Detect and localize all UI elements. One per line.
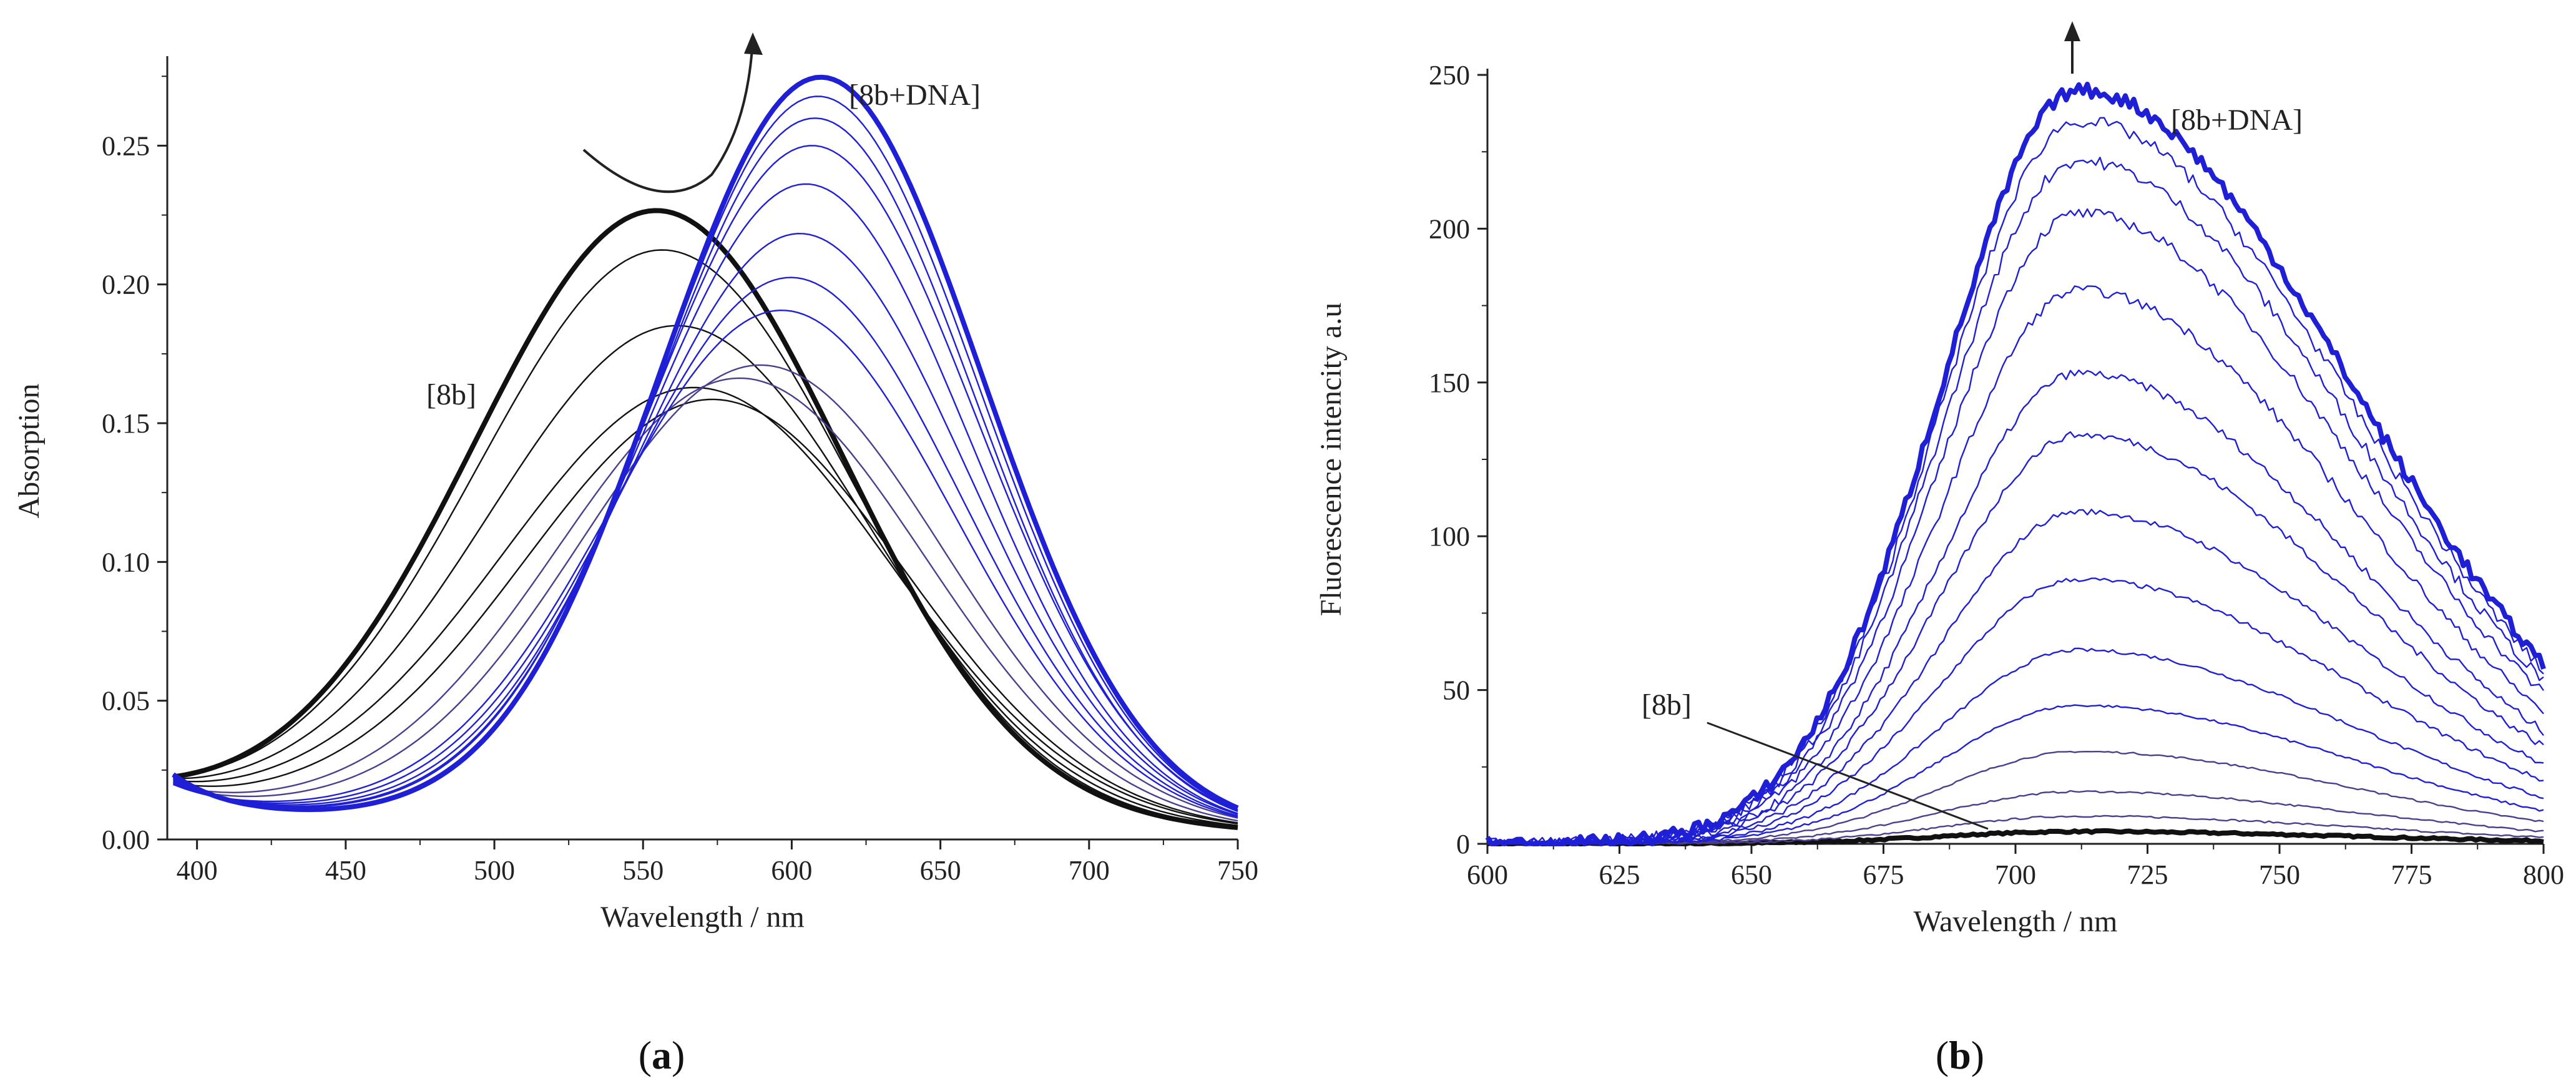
panel-a-series-titration-8 <box>173 276 1238 817</box>
panel-b-caption: (b) <box>1936 1033 1984 1077</box>
panel-a-series-titration-9 <box>172 233 1238 815</box>
panel-a-y-axis-label: Absorption <box>12 384 46 519</box>
panel-b-x-tick-label: 800 <box>2523 859 2564 890</box>
panel-b-y-tick-label: 50 <box>1442 675 1470 706</box>
panel-b-arrow-head <box>2064 21 2080 41</box>
panel-a-series-titration-3 <box>173 386 1238 824</box>
panel-a-curves <box>172 74 1239 830</box>
panel-a-y-tick-label: 0.10 <box>102 547 150 577</box>
panel-b-y-axis-label: Fluorescence intencity a.u <box>1315 303 1348 616</box>
panel-a-series-titration-7 <box>173 310 1238 818</box>
panel-b-series-titration-5 <box>1487 647 2544 845</box>
panel-a-x-tick-label: 400 <box>177 855 218 886</box>
panel-a-series-end <box>172 74 1239 813</box>
panel-b-y-tick-label: 200 <box>1429 213 1470 244</box>
panel-a-y-tick-label: 0.05 <box>102 686 150 717</box>
panel-b-series-titration-11 <box>1487 208 2544 845</box>
panel-b-y-tick-label: 250 <box>1429 60 1470 90</box>
panel-a-x-axis-label: Wavelength / nm <box>600 901 805 934</box>
panel-a-caption: (a) <box>639 1033 685 1077</box>
panel-b-x-axis-label: Wavelength / nm <box>1914 905 2118 938</box>
panel-b-y-tick-label: 150 <box>1429 368 1470 398</box>
panel-b-x-tick-label: 750 <box>2259 859 2300 890</box>
panel-a-series-titration-13 <box>172 95 1238 811</box>
panel-a-series-titration-1 <box>173 249 1238 828</box>
panel-b-series-titration-10 <box>1487 285 2544 845</box>
panel-a-series-titration-11 <box>172 145 1238 811</box>
panel-a-x-tick-label: 700 <box>1069 855 1110 886</box>
panel-b-end-label: [8b+DNA] <box>2171 104 2303 137</box>
panel-b-start-pointer <box>1707 722 1989 830</box>
panel-b-y-tick-label: 0 <box>1456 829 1470 859</box>
panel-a-y-tick-label: 0.15 <box>102 408 150 439</box>
panel-a-start-label: [8b] <box>426 378 476 411</box>
panel-a-series-titration-10 <box>172 183 1238 814</box>
panel-a-arrow-head <box>744 32 763 55</box>
panel-a-shift-arrow <box>582 48 753 193</box>
panel-b-series-titration-9 <box>1487 369 2544 845</box>
panel-b-series-titration-8 <box>1487 431 2544 845</box>
panel-b-start-label: [8b] <box>1642 688 1692 722</box>
panel-a-x-tick-label: 650 <box>920 855 961 886</box>
panel-a-end-label: [8b+DNA] <box>849 79 981 112</box>
panel-a-series-titration-2 <box>173 325 1238 826</box>
panel-a-y-tick-label: 0.25 <box>102 130 150 161</box>
panel-a-axes <box>157 56 1239 849</box>
panel-b-x-tick-label: 625 <box>1599 859 1640 890</box>
panel-b-series-titration-4 <box>1487 704 2544 845</box>
panel-a-x-tick-label: 500 <box>474 855 515 886</box>
panel-b-x-tick-label: 775 <box>2391 859 2432 890</box>
panel-a-x-tick-label: 550 <box>622 855 664 886</box>
panel-b-y-tick-label: 100 <box>1429 521 1470 552</box>
panel-b-x-tick-label: 600 <box>1467 859 1508 890</box>
panel-a-series-titration-6 <box>173 364 1238 819</box>
panel-a-series-titration-4 <box>173 398 1238 824</box>
panel-b-x-tick-label: 700 <box>1995 859 2036 890</box>
panel-a-labels: 400 450 500 550 600 650 700 750 0.00 0.05 0.10 0.15… <box>12 32 1258 934</box>
panel-a-x-tick-label: 600 <box>771 855 812 886</box>
panel-a-x-tick-label: 750 <box>1217 855 1258 886</box>
panel-b-x-tick-label: 675 <box>1863 859 1904 890</box>
panel-b-series-titration-13 <box>1487 117 2544 845</box>
panel-b-x-tick-label: 725 <box>2127 859 2168 890</box>
panel-a-y-tick-label: 0.00 <box>102 824 150 855</box>
panel-b-curves <box>1485 81 2546 846</box>
panel-a-x-tick-label: 450 <box>325 855 366 886</box>
panel-b-fluorescence-chart: 600 625 650 675 700 725 750 775 800 0 50 100 150 200 2… <box>1315 21 2564 938</box>
panel-a-series-titration-12 <box>172 117 1238 813</box>
panel-b-series-end <box>1485 81 2546 846</box>
panel-b-labels: 600 625 650 675 700 725 750 775 800 0 50 100 150 200 2… <box>1315 21 2564 938</box>
panel-b-series-titration-3 <box>1487 750 2544 845</box>
panel-b-x-tick-label: 650 <box>1731 859 1772 890</box>
panel-a-series-start <box>172 208 1238 830</box>
panel-a-absorption-chart: 400 450 500 550 600 650 700 750 0.00 0.05 0.10 0.15… <box>12 32 1258 934</box>
panel-a-y-tick-label: 0.20 <box>102 270 150 300</box>
